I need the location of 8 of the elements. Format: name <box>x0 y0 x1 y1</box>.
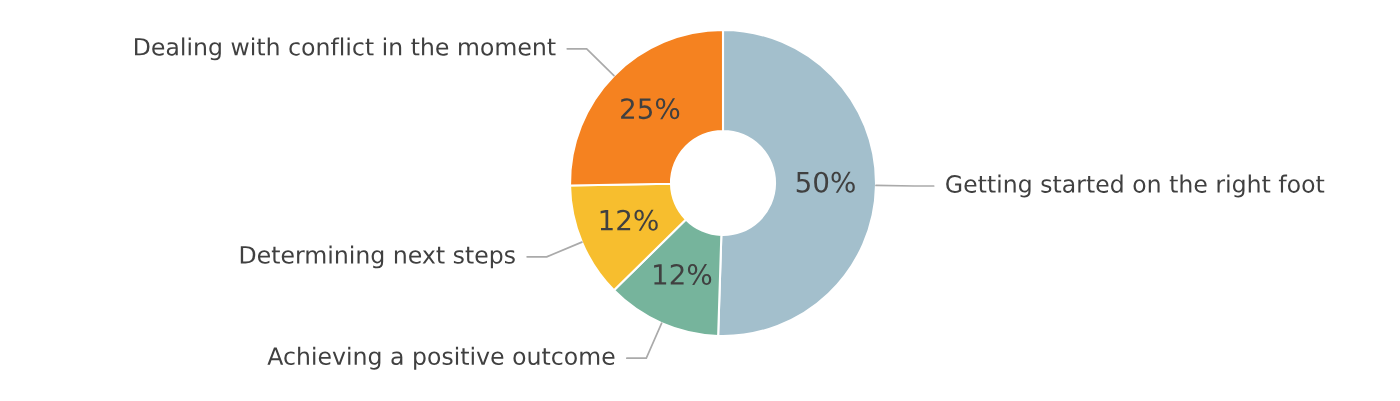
data-label: 12% <box>600 209 658 231</box>
data-label: 50% <box>796 171 855 193</box>
data-label: 25% <box>621 98 680 120</box>
slice-label: Dealing with conflict in the moment <box>135 37 556 61</box>
data-label: 12% <box>654 263 712 285</box>
slice-label: Getting started on the right foot <box>946 174 1325 198</box>
slice-label: Determining next steps <box>240 245 515 269</box>
slice-label: Achieving a positive outcome <box>267 346 615 370</box>
